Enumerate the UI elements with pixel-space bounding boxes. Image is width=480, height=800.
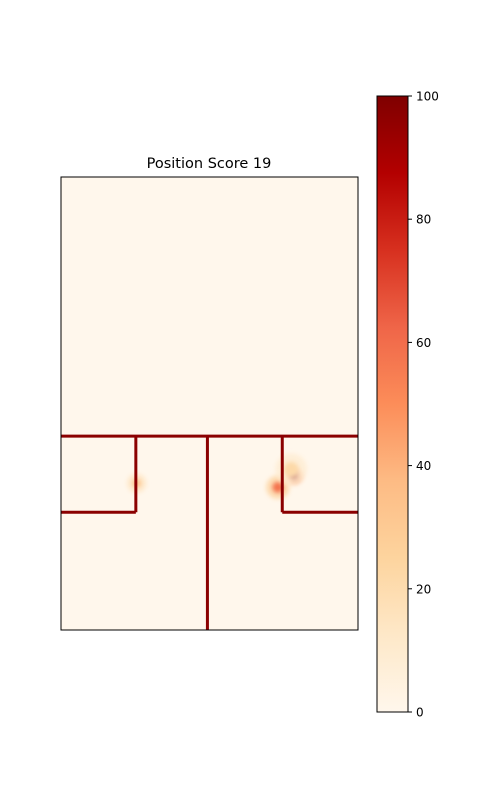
hotspot-right-room-faint xyxy=(283,461,299,477)
colorbar-tick-label: 20 xyxy=(416,582,431,596)
colorbar-tick-label: 40 xyxy=(416,459,431,473)
hotspot-right-room-doorway-lower xyxy=(272,481,284,493)
plot-background xyxy=(61,177,358,630)
colorbar-tick-label: 0 xyxy=(416,706,424,720)
colorbar-tick-label: 100 xyxy=(416,90,439,104)
colorbar-ticks: 0 20 40 60 80 100 xyxy=(408,90,439,720)
plot-frame xyxy=(60,176,359,631)
colorbar xyxy=(376,95,409,713)
colorbar-tick-label: 60 xyxy=(416,336,431,350)
chart-title: Position Score 19 xyxy=(147,156,272,172)
wall-layer xyxy=(61,434,358,630)
colorbar-tick-label: 80 xyxy=(416,213,431,227)
